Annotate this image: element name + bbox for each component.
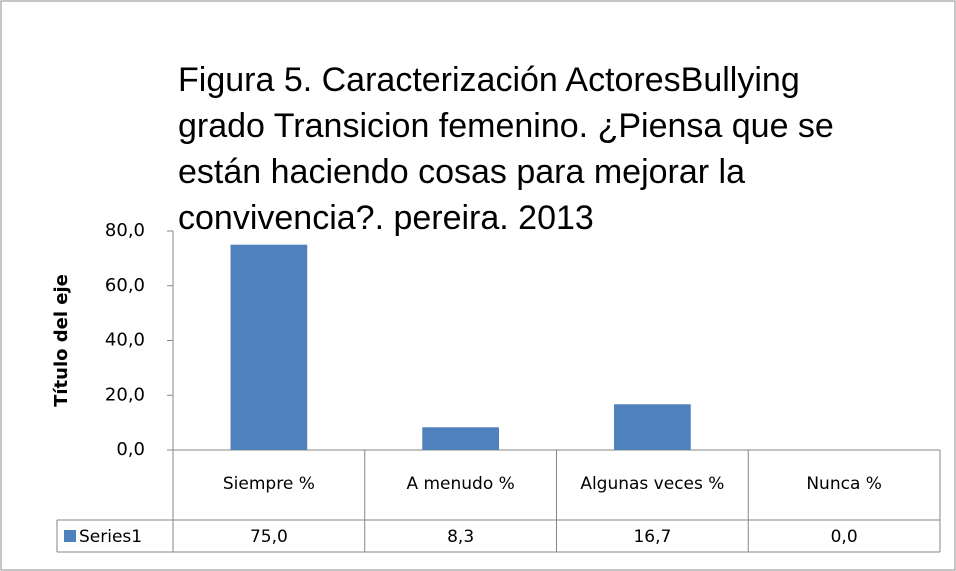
bar: [614, 404, 691, 450]
y-tick-label: 40,0: [105, 330, 145, 351]
chart-title: están haciendo cosas para mejorar la: [178, 153, 745, 191]
bar: [422, 427, 499, 450]
x-tick-label-box: Siempre %: [222, 474, 315, 495]
x-tick-label: Nunca %: [806, 474, 882, 495]
bar: [230, 244, 308, 450]
y-tick-label: 80,0: [105, 220, 145, 241]
y-tick-label: 0,0: [116, 439, 145, 460]
x-tick-label-box: A menudo %: [406, 474, 515, 495]
chart-title: grado Transicion femenino. ¿Piensa que s…: [178, 107, 834, 145]
y-tick-label: 60,0: [105, 275, 145, 296]
chart-title: Figura 5. Caracterización ActoresBullyin…: [178, 61, 800, 99]
x-tick-label-box: Algunas veces %: [580, 474, 725, 495]
table-value: 16,7: [633, 527, 671, 547]
y-axis-label: Título del eje: [51, 274, 72, 407]
legend-swatch: [64, 530, 76, 542]
y-tick-label: 20,0: [105, 384, 145, 405]
table-value: 8,3: [447, 527, 474, 547]
x-tick-label: Algunas veces %: [580, 474, 725, 495]
x-tick-label-box: Nunca %: [806, 474, 882, 495]
table-value: 0,0: [831, 527, 858, 547]
table-value: 75,0: [250, 527, 288, 547]
chart-title: convivencia?. pereira. 2013: [178, 199, 594, 237]
x-tick-label: Siempre %: [222, 474, 315, 495]
legend-label: Series1: [79, 527, 142, 547]
x-tick-label: A menudo %: [406, 474, 515, 495]
